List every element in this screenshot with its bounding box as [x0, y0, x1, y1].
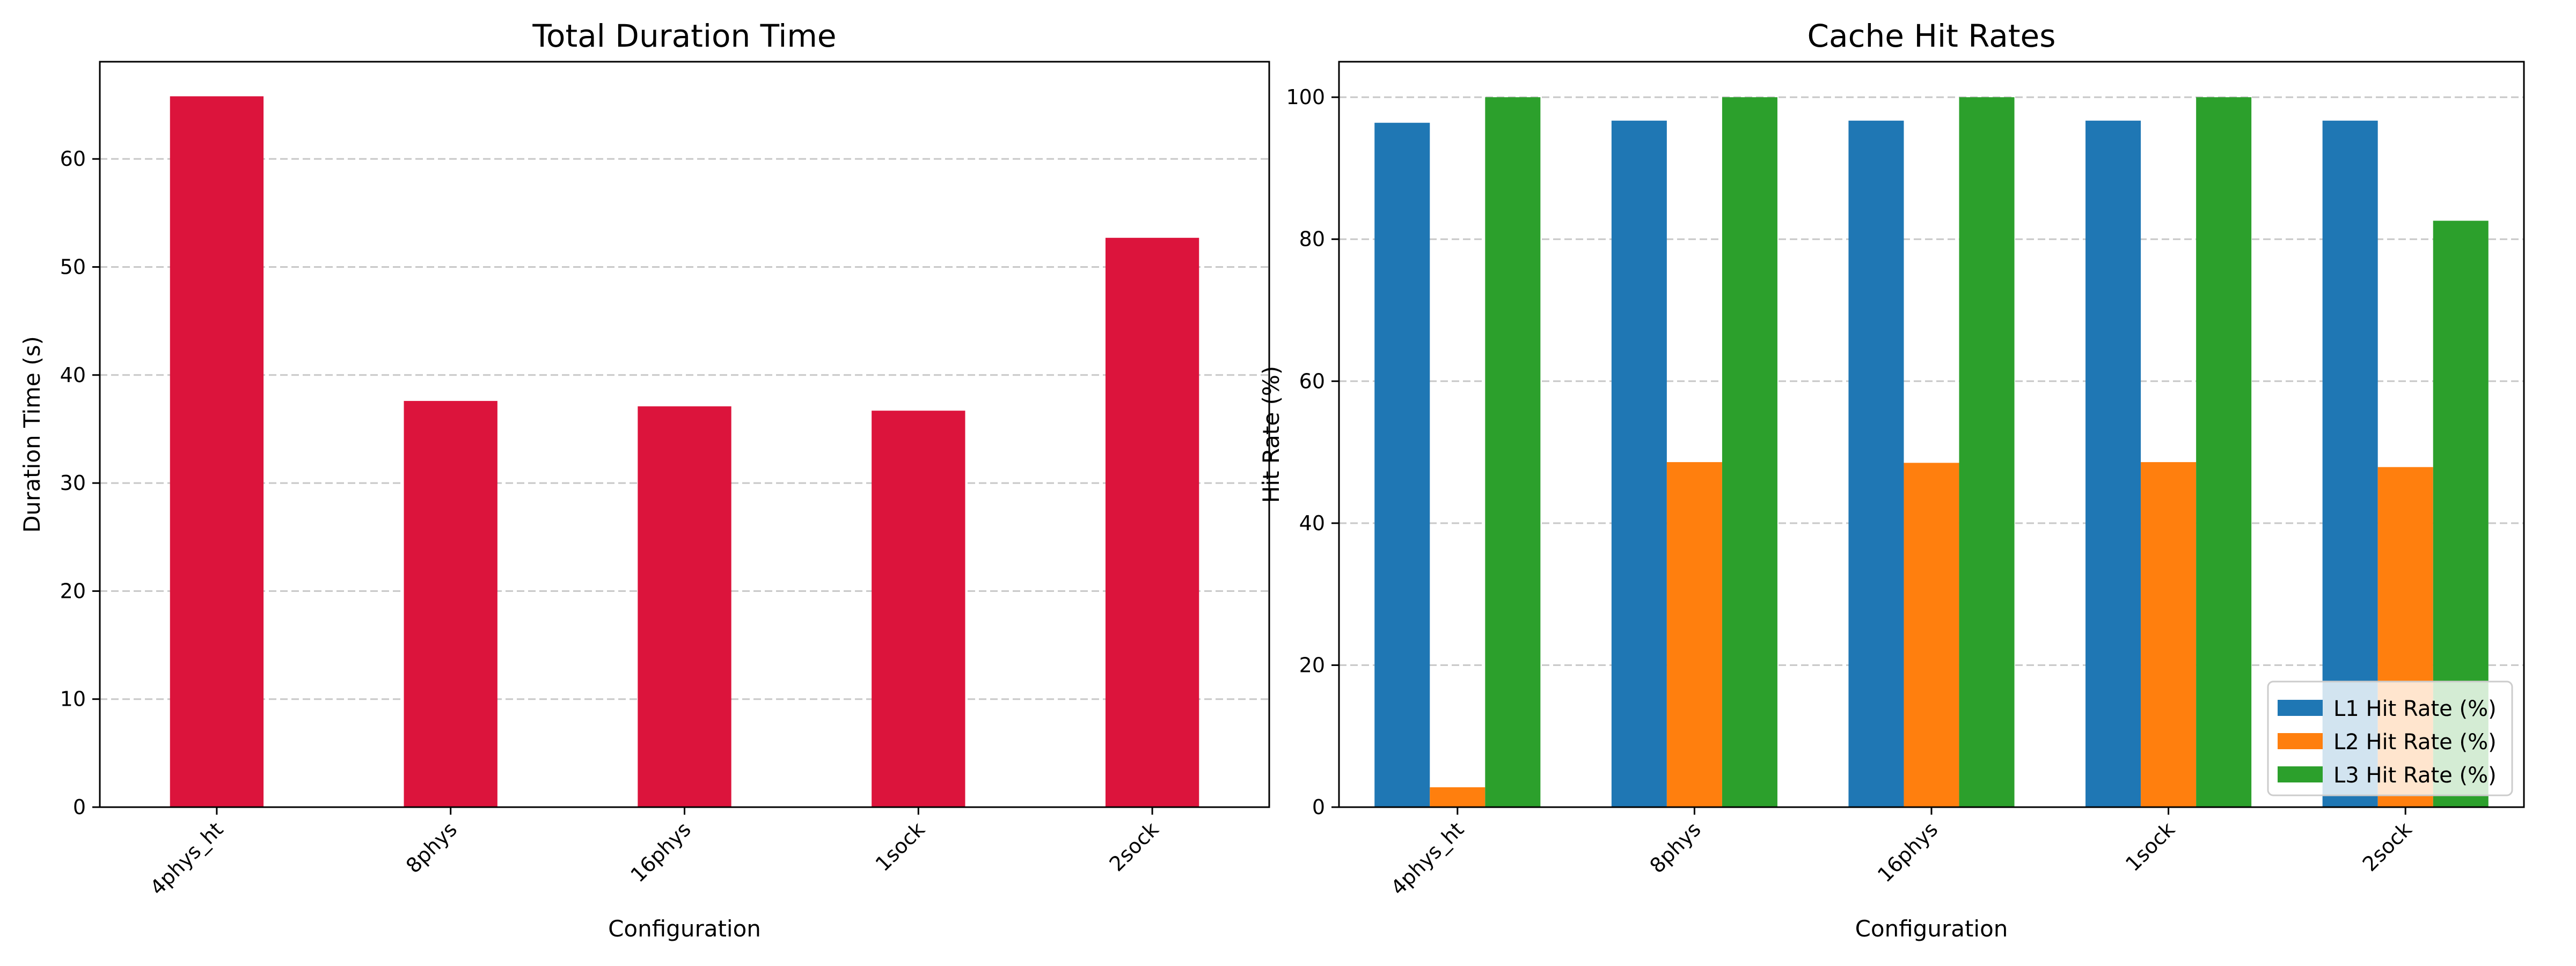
duration-chart-ylabel: Duration Time (s)	[19, 336, 45, 533]
cache-bar-4phys_ht-s2	[1485, 97, 1541, 808]
duration-xtick-label: 1sock	[871, 817, 930, 876]
cache-chart: Cache Hit Rates Configuration Hit Rate (…	[1258, 18, 2525, 942]
duration-ytick-label: 0	[73, 795, 86, 819]
cache-bar-16phys-s2	[1959, 97, 2015, 808]
cache-xtick-label: 8phys	[1645, 817, 1706, 877]
cache-legend-swatch	[2278, 766, 2323, 782]
duration-bar-2sock-s0	[1105, 238, 1199, 807]
duration-ytick-label: 60	[60, 147, 86, 171]
duration-bar-1sock-s0	[872, 411, 965, 807]
cache-bar-1sock-s0	[2085, 120, 2141, 808]
duration-chart-title: Total Duration Time	[532, 18, 836, 54]
duration-bar-16phys-s0	[638, 406, 731, 807]
cache-legend-swatch	[2278, 733, 2323, 749]
cache-legend-label: L1 Hit Rate (%)	[2333, 697, 2497, 721]
duration-chart: Total Duration Time Configuration Durati…	[19, 18, 1270, 942]
cache-chart-title: Cache Hit Rates	[1807, 18, 2056, 54]
duration-ytick-label: 40	[60, 363, 86, 387]
cache-legend-box	[2267, 680, 2513, 796]
cache-bar-8phys-s1	[1666, 462, 1722, 807]
cache-bar-1sock-s2	[2196, 97, 2252, 808]
duration-ytick-label: 20	[60, 579, 86, 603]
duration-chart-xlabel: Configuration	[608, 916, 761, 942]
cache-bar-4phys_ht-s0	[1374, 122, 1430, 807]
cache-ytick-label: 40	[1299, 511, 1325, 535]
cache-bar-16phys-s1	[1904, 463, 1959, 807]
cache-xtick-label: 16phys	[1873, 817, 1942, 887]
cache-xtick-label: 4phys_ht	[1386, 817, 1468, 899]
cache-legend: L1 Hit Rate (%) L2 Hit Rate (%) L3 Hit Rat…	[2267, 680, 2513, 796]
duration-ytick-label: 10	[60, 687, 86, 711]
cache-ytick-label: 60	[1299, 369, 1325, 393]
duration-ytick-label: 50	[60, 255, 86, 279]
cache-chart-xlabel: Configuration	[1855, 916, 2008, 942]
duration-ytick-label: 30	[60, 471, 86, 495]
cache-ytick-label: 80	[1299, 228, 1325, 251]
duration-xtick-label: 8phys	[401, 817, 462, 877]
duration-xtick-label: 16phys	[626, 817, 696, 887]
cache-ytick-label: 20	[1299, 653, 1325, 677]
duration-bar-8phys-s0	[404, 401, 497, 807]
duration-xtick-label: 2sock	[1104, 817, 1163, 876]
cache-xtick-label: 1sock	[2121, 817, 2179, 876]
cache-bar-1sock-s1	[2141, 462, 2197, 807]
cache-legend-label: L2 Hit Rate (%)	[2333, 730, 2497, 755]
duration-bar-4phys_ht-s0	[170, 96, 264, 808]
cache-chart-ylabel: Hit Rate (%)	[1258, 366, 1284, 503]
duration-gridlines	[100, 158, 1269, 700]
cache-ytick-label: 100	[1286, 85, 1325, 109]
cache-bar-8phys-s2	[1722, 97, 1777, 808]
duration-xtick-label: 4phys_ht	[145, 817, 228, 899]
cache-legend-label: L3 Hit Rate (%)	[2333, 763, 2497, 788]
cache-bar-4phys_ht-s1	[1430, 787, 1485, 807]
cache-bar-16phys-s0	[1848, 120, 1904, 808]
cache-xtick-label: 2sock	[2358, 817, 2417, 876]
cache-legend-swatch	[2278, 700, 2323, 716]
cache-bar-8phys-s0	[1611, 120, 1667, 808]
cache-ytick-label: 0	[1312, 795, 1325, 819]
